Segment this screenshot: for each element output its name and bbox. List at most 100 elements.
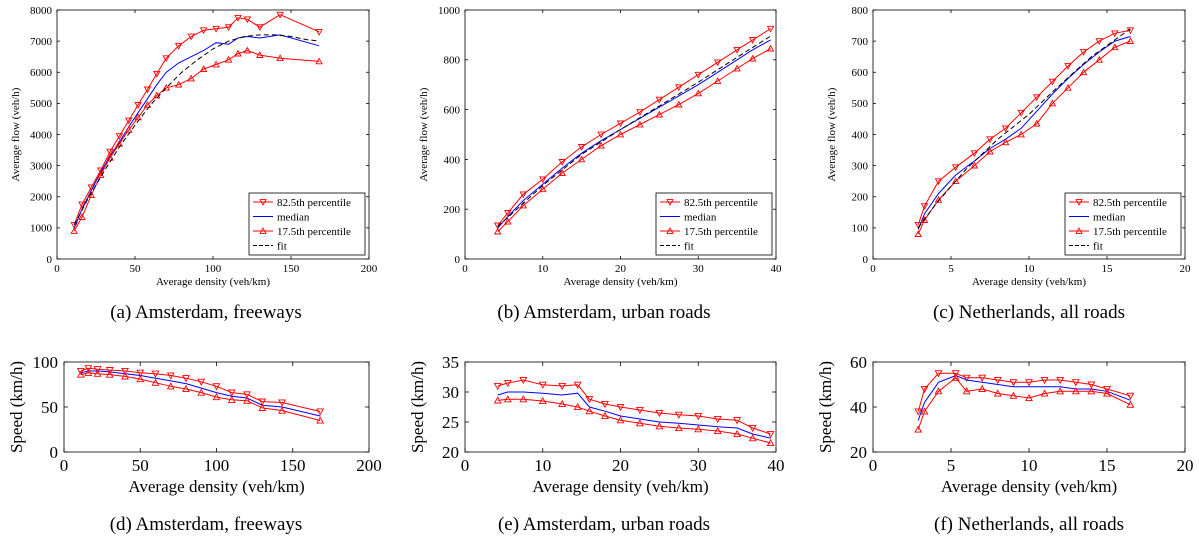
- series-point-2: [914, 425, 923, 433]
- series-point-0: [78, 201, 86, 209]
- series-point-2: [585, 407, 594, 415]
- y-axis-label: Average flow (veh/h): [826, 87, 838, 181]
- series-point-2: [212, 392, 221, 401]
- series-point-0: [136, 369, 145, 377]
- x-tick-label: 50: [130, 263, 142, 275]
- series-point-0: [1064, 63, 1072, 70]
- series-line-2: [80, 372, 321, 421]
- series-point-2: [597, 141, 605, 149]
- series-point-0: [1111, 30, 1119, 38]
- y-tick-label: 6000: [30, 67, 53, 79]
- legend-label: median: [684, 212, 717, 224]
- series-point-2: [962, 387, 971, 395]
- series-point-2: [951, 373, 960, 381]
- series-point-0: [694, 71, 703, 79]
- series-point-2: [134, 113, 142, 121]
- series-point-2: [1017, 130, 1025, 138]
- x-tick-label: 5: [948, 263, 954, 275]
- series-point-2: [970, 161, 979, 169]
- legend-marker: [1075, 199, 1083, 206]
- series-point-2: [539, 185, 547, 193]
- series-point-2: [212, 60, 220, 68]
- legend-box: [1064, 192, 1182, 256]
- series-point-2: [1111, 43, 1119, 51]
- series-point-2: [1126, 400, 1135, 408]
- series-point-0: [951, 370, 960, 378]
- series-point-2: [1040, 389, 1049, 397]
- y-tick-label: 100: [852, 223, 869, 235]
- legend-label: 82.5th percentile: [1093, 197, 1167, 209]
- series-line-2: [73, 49, 320, 232]
- series-point-2: [1079, 68, 1088, 76]
- series-point-0: [558, 382, 567, 391]
- series-point-0: [920, 203, 929, 211]
- y-tick-label: 0: [47, 254, 53, 266]
- y-tick-label: 20: [442, 443, 459, 462]
- x-tick-label: 5: [947, 456, 956, 475]
- series-point-2: [951, 177, 960, 185]
- series-point-0: [601, 400, 609, 409]
- series-point-0: [1056, 376, 1065, 385]
- series-point-0: [748, 424, 757, 433]
- series-point-0: [134, 102, 142, 109]
- series-point-2: [276, 54, 284, 62]
- x-tick-label: 50: [132, 456, 149, 475]
- series-point-2: [993, 389, 1002, 397]
- y-tick-label: 500: [852, 98, 869, 110]
- series-point-0: [166, 372, 175, 380]
- series-point-2: [258, 403, 267, 411]
- series-point-2: [493, 396, 502, 404]
- legend-box: [655, 192, 773, 256]
- series-point-0: [1079, 49, 1088, 56]
- series-point-2: [748, 54, 757, 62]
- series-point-0: [182, 375, 190, 383]
- series-line-2: [497, 48, 771, 232]
- x-tick-label: 100: [205, 263, 222, 275]
- series-point-2: [635, 419, 644, 427]
- y-tick-label: 4000: [30, 129, 53, 141]
- legend-label: fit: [1093, 241, 1103, 253]
- series-point-0: [675, 84, 683, 92]
- x-axis-label: Average density (veh/km): [156, 276, 270, 288]
- series-point-2: [1025, 393, 1033, 402]
- series-point-2: [166, 382, 175, 390]
- series-point-2: [766, 44, 775, 52]
- series-point-2: [105, 370, 114, 378]
- legend-marker: [666, 227, 674, 234]
- series-point-2: [199, 65, 208, 72]
- x-tick-label: 20: [612, 456, 629, 475]
- y-tick-label: 3000: [30, 160, 53, 172]
- series-point-2: [278, 406, 287, 414]
- x-tick-label: 10: [537, 263, 549, 275]
- series-point-2: [234, 49, 242, 57]
- x-tick-label: 10: [534, 456, 551, 475]
- series-point-0: [493, 382, 502, 391]
- series-point-0: [234, 14, 242, 22]
- series-point-0: [597, 131, 605, 139]
- y-tick-label: 7000: [30, 36, 53, 48]
- series-point-0: [243, 391, 251, 399]
- x-tick-label: 40: [771, 263, 783, 275]
- caption-e: (e) Amsterdam, urban roads: [497, 514, 711, 535]
- x-axis-label: Average density (veh/km): [563, 276, 677, 288]
- x-axis-label: Average density (veh/km): [532, 477, 708, 496]
- series-point-2: [1064, 83, 1072, 91]
- series-point-0: [227, 389, 236, 397]
- series-line-0: [497, 379, 771, 435]
- series-point-2: [316, 416, 325, 424]
- series-point-0: [76, 367, 85, 376]
- legend-label: median: [1093, 212, 1126, 224]
- series-point-2: [227, 395, 236, 403]
- series-point-2: [920, 216, 929, 223]
- series-point-0: [519, 376, 528, 385]
- legend-label: fit: [684, 241, 694, 253]
- series-point-0: [258, 398, 267, 406]
- legend-label: 17.5th percentile: [684, 226, 758, 238]
- y-tick-label: 600: [444, 104, 461, 116]
- series-point-0: [978, 374, 987, 382]
- series-point-0: [636, 109, 644, 117]
- series-point-2: [978, 384, 987, 393]
- x-axis-label: Average density (veh/km): [128, 477, 304, 496]
- series-point-0: [616, 403, 625, 412]
- y-axis-label: Speed (km/h): [408, 361, 427, 453]
